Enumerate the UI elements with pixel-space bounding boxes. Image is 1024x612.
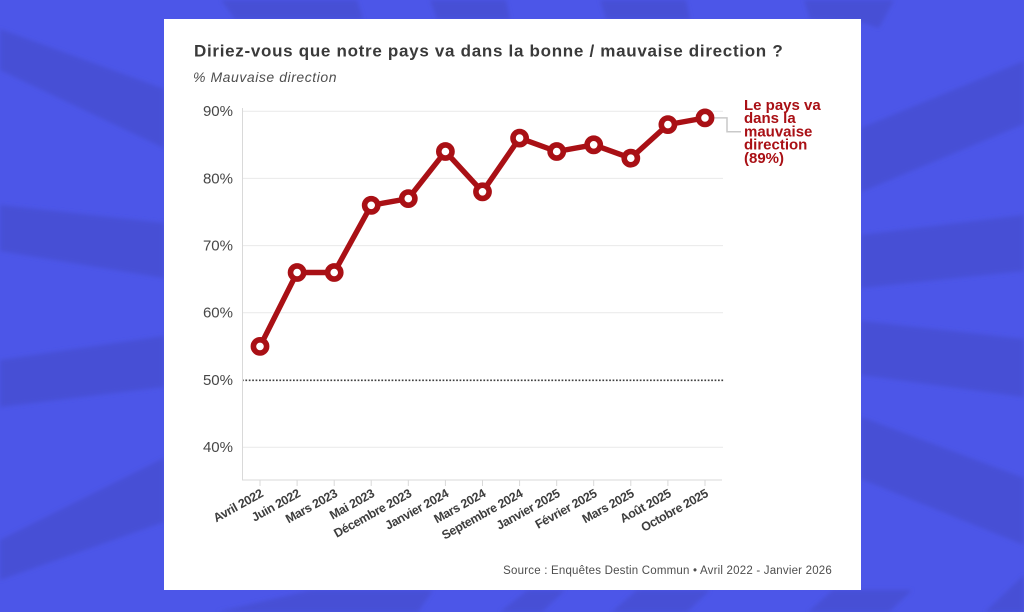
svg-text:50%: 50% (203, 372, 233, 389)
svg-text:80%: 80% (203, 170, 233, 187)
svg-text:Le pays va: Le pays va (744, 97, 821, 114)
svg-text:60%: 60% (203, 305, 233, 322)
svg-text:% Mauvaise direction: % Mauvaise direction (193, 69, 337, 85)
svg-text:Diriez-vous que notre pays va: Diriez-vous que notre pays va dans la bo… (194, 42, 783, 61)
svg-text:mauvaise: mauvaise (744, 123, 812, 140)
svg-text:direction: direction (744, 137, 807, 154)
svg-text:70%: 70% (203, 238, 233, 255)
svg-text:(89%): (89%) (744, 150, 784, 167)
svg-text:Source : Enquêtes Destin Commu: Source : Enquêtes Destin Commun • Avril … (503, 565, 832, 577)
svg-text:90%: 90% (203, 103, 233, 120)
svg-text:dans la: dans la (744, 110, 796, 127)
svg-text:40%: 40% (203, 439, 233, 456)
